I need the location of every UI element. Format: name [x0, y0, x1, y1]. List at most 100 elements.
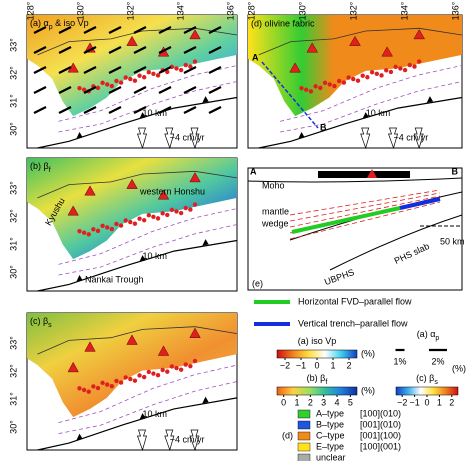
latitude-label: 31° [8, 94, 18, 108]
fabric-swatch [297, 420, 311, 430]
seismicity [81, 230, 87, 235]
title: (a) αp [417, 329, 440, 342]
seismicity [369, 69, 375, 75]
cb-tick-label: 1 [330, 360, 335, 370]
volcano [349, 35, 361, 46]
anisotropy-bar [108, 106, 122, 114]
title-part: f [49, 167, 51, 174]
seismicity [160, 211, 165, 216]
land-bar [318, 171, 410, 178]
title-part: (a) α [30, 18, 49, 28]
seismicity [384, 68, 389, 73]
label: (e) [252, 278, 263, 288]
seismicity [95, 228, 101, 234]
volcano [67, 361, 79, 373]
seismicity [304, 87, 309, 92]
seismicity [77, 228, 82, 234]
title: (c) βs [416, 373, 438, 386]
seismicity [155, 372, 161, 378]
anisotropy-bar [33, 46, 47, 54]
seismicity [105, 382, 110, 387]
seismicity [379, 73, 384, 78]
seismicity [81, 87, 87, 92]
depth-contour [58, 81, 238, 133]
latitude-label: 30° [8, 122, 18, 136]
wedge-line [289, 201, 441, 240]
seismicity [192, 358, 198, 364]
fabric-swatch [297, 442, 311, 452]
seismicity [346, 75, 351, 80]
legend-label: Vertical trench–parallel flow [298, 318, 408, 328]
seismicity [141, 374, 147, 380]
seismicity [169, 364, 175, 369]
volcano [157, 345, 170, 356]
label: Nankai Trough [85, 274, 144, 284]
seismicity [388, 69, 394, 75]
label: A [252, 52, 259, 62]
anisotropy-bar [133, 86, 147, 94]
seismicity [95, 85, 101, 91]
latitude-label: 32° [8, 66, 18, 80]
anisotropy-bar [58, 46, 72, 54]
trench-tooth [362, 112, 369, 119]
volcano [381, 46, 393, 57]
seismicity [318, 85, 323, 91]
seismicity [188, 207, 193, 212]
anisotropy-bar [183, 86, 197, 94]
anisotropy-bar [58, 86, 72, 94]
anisotropy-bar [83, 26, 97, 34]
seismicity [114, 78, 119, 84]
trench-tooth [76, 132, 83, 139]
anisotropy-bar [33, 106, 47, 114]
plate-arrow [164, 127, 175, 150]
depth-label: 10 km [143, 251, 168, 261]
anisotropy-bar [208, 106, 222, 114]
wedge-line [289, 195, 441, 228]
rate-label: ~4 cm/yr [394, 132, 429, 142]
cb-tick-label: 1 [294, 397, 299, 407]
label: (d) olivine fabric [251, 18, 315, 28]
anisotropy-bar [133, 106, 147, 114]
seismicity [183, 62, 188, 68]
depth-contour [58, 208, 238, 265]
anisotropy-bar [158, 46, 172, 54]
latitude-label: 32° [8, 364, 18, 378]
seismicity [407, 62, 412, 68]
anisotropy-bar [83, 66, 97, 74]
longitude-label: 128° [25, 1, 35, 20]
seismicity [365, 75, 370, 80]
seismicity [393, 64, 398, 70]
seismicity [165, 212, 170, 218]
seismicity [169, 207, 175, 213]
seismicity [192, 59, 198, 64]
plate-arrow [164, 429, 175, 452]
depth-label: 10 km [143, 108, 168, 118]
seismicity [332, 83, 337, 89]
anisotropy-bar [83, 46, 97, 54]
depth-contour [280, 81, 463, 133]
seismicity [137, 216, 142, 221]
trench-tooth [202, 239, 209, 246]
seismicity [160, 367, 165, 373]
seismicity [123, 375, 128, 380]
volcano [413, 29, 426, 40]
seismicity [81, 387, 87, 393]
seismicity [360, 73, 365, 78]
seismicity [109, 226, 115, 232]
fabric-swatch [297, 409, 311, 419]
seismicity [141, 75, 147, 80]
trench [37, 96, 238, 149]
cb-tick-label: 0 [281, 397, 286, 407]
depth-contour [58, 224, 238, 276]
fabric-name: C–type [316, 430, 345, 440]
latitude-label: 33° [8, 336, 18, 350]
map-field [27, 15, 237, 117]
title-part: p [435, 335, 439, 342]
seismicity [109, 83, 115, 89]
unit: (%) [361, 348, 375, 358]
title: (b) βf [307, 373, 328, 386]
anisotropy-bar [208, 86, 222, 94]
seismicity [174, 365, 179, 371]
seismicity [132, 378, 138, 383]
